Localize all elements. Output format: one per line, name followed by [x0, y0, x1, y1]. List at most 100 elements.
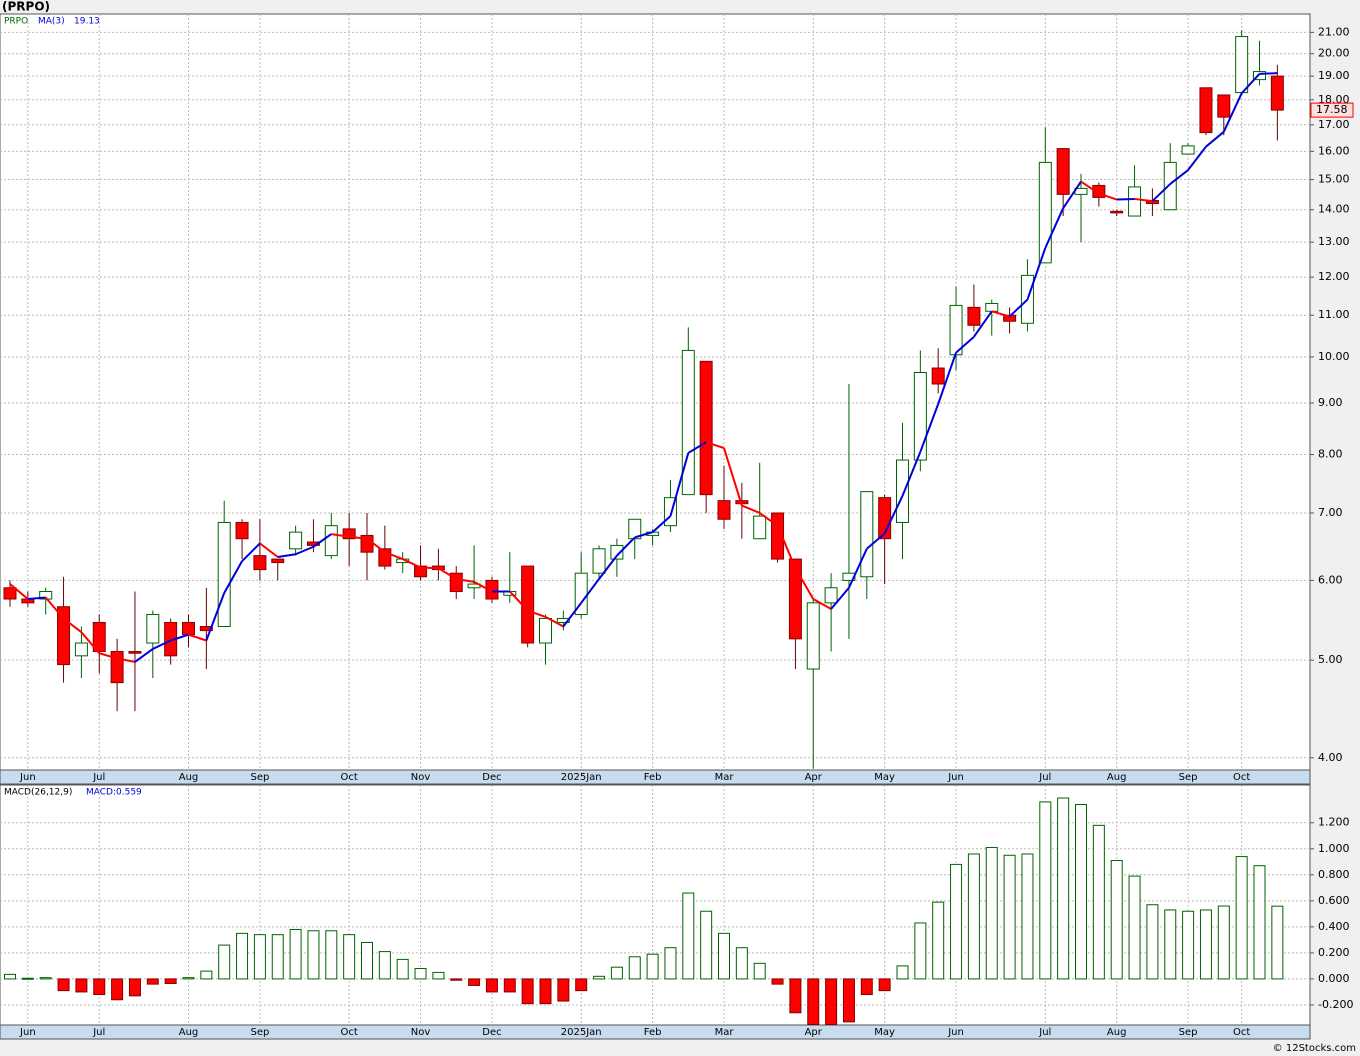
ma-segment	[1044, 207, 1065, 249]
ma-segment	[134, 648, 154, 663]
x-tick-label: May	[874, 1027, 895, 1038]
ma-segment	[651, 515, 672, 533]
x-tick-label: Oct	[341, 772, 358, 783]
x-tick-label: May	[874, 772, 895, 783]
macd-bar	[932, 901, 945, 980]
macd-bar	[718, 932, 730, 980]
ma-segment	[1205, 131, 1225, 148]
macd-bar	[700, 910, 713, 980]
legend-symbol: PRPO	[4, 17, 28, 27]
macd-bar	[557, 978, 570, 1002]
ma-segment	[545, 616, 564, 628]
macd-bar	[1075, 804, 1087, 980]
x-tick-label: Nov	[411, 1027, 431, 1038]
ma-segment	[1080, 180, 1100, 195]
x-tick-label: Feb	[644, 772, 662, 783]
ma-segment	[1116, 197, 1135, 201]
macd-bar	[1253, 865, 1266, 980]
macd-bar	[1128, 875, 1141, 980]
macd-bar	[361, 941, 373, 980]
ma-segment	[669, 452, 690, 517]
ma-segment	[705, 441, 725, 449]
x-tick-label: Jul	[1038, 1027, 1051, 1038]
macd-bar	[575, 978, 588, 992]
macd-bar	[414, 968, 427, 980]
y-tick-label: 8.00	[1318, 448, 1343, 461]
x-tick-label: Apr	[805, 772, 823, 783]
chart-title: (PRPO)	[2, 0, 50, 14]
ma-segment	[1240, 73, 1261, 94]
candle-body	[896, 459, 909, 523]
macd-bar	[200, 970, 213, 980]
candle-body	[539, 617, 552, 644]
ma-segment	[955, 336, 975, 354]
x-tick-label: Nov	[411, 772, 431, 783]
candle-body	[1270, 75, 1284, 111]
y-tick-label: 20.00	[1318, 47, 1350, 60]
candle-body	[414, 565, 428, 578]
candle-body	[1128, 186, 1142, 217]
candle-body	[860, 491, 874, 578]
ma-segment	[776, 525, 797, 569]
candle-body	[949, 304, 963, 356]
ma-segment	[295, 545, 314, 556]
ma-segment	[973, 310, 993, 338]
y-tick-label: 11.00	[1318, 308, 1350, 321]
ma-segment	[1187, 146, 1207, 171]
ma-segment	[188, 633, 207, 642]
ma-segment	[241, 542, 261, 562]
candle-body	[788, 558, 802, 640]
macd-bar	[450, 978, 463, 981]
macd-bar	[646, 953, 659, 980]
candle-body	[3, 587, 17, 600]
macd-bar	[146, 978, 159, 985]
macd-bar	[21, 977, 34, 980]
ma-segment	[420, 566, 439, 570]
x-tick-label: Oct	[1233, 1027, 1250, 1038]
x-tick-label: Jun	[947, 772, 964, 783]
candle-body	[342, 528, 356, 540]
ma-segment	[901, 451, 922, 497]
macd-bar	[343, 934, 356, 980]
ma-segment	[991, 310, 1010, 318]
y-tick-label: 17.00	[1318, 118, 1350, 131]
candle-body	[1038, 161, 1052, 264]
macd-bar	[128, 978, 141, 997]
y-tick-label: 10.00	[1318, 350, 1350, 363]
y-tick-label: 0.200	[1318, 946, 1350, 959]
ma-segment	[27, 596, 46, 601]
candle-body	[1163, 161, 1177, 211]
macd-bar	[39, 977, 52, 980]
macd-x-axis	[0, 1024, 1311, 1040]
y-tick-label: 15.00	[1318, 173, 1350, 186]
macd-bar	[1057, 797, 1070, 980]
macd-bar	[4, 973, 16, 980]
candle-body	[146, 614, 160, 644]
ma-segment	[170, 633, 189, 642]
ma-segment	[509, 590, 529, 612]
x-tick-label: Dec	[482, 772, 501, 783]
macd-bar	[93, 978, 106, 996]
macd-bar	[735, 947, 748, 980]
y-tick-label: 0.600	[1318, 894, 1350, 907]
y-tick-label: 1.200	[1318, 816, 1350, 829]
candle-body	[806, 602, 820, 670]
x-tick-label: Oct	[341, 1027, 358, 1038]
candle-body	[717, 500, 731, 520]
macd-bar	[682, 892, 695, 980]
macd-bar	[950, 863, 963, 980]
candle-body	[967, 306, 981, 326]
macd-bar	[896, 965, 909, 980]
macd-bar	[825, 978, 838, 1025]
macd-bar	[253, 934, 266, 980]
x-tick-label: Jun	[19, 1027, 36, 1038]
y-tick-label: -0.200	[1318, 998, 1353, 1011]
macd-bar	[771, 978, 784, 985]
legend-ma: MA(3)	[38, 17, 65, 27]
ma-segment	[62, 617, 83, 634]
ma-segment	[741, 504, 761, 514]
ma-segment	[80, 631, 101, 654]
candle-body	[92, 621, 106, 653]
y-tick-label: 14.00	[1318, 203, 1350, 216]
ma-segment	[562, 602, 582, 628]
